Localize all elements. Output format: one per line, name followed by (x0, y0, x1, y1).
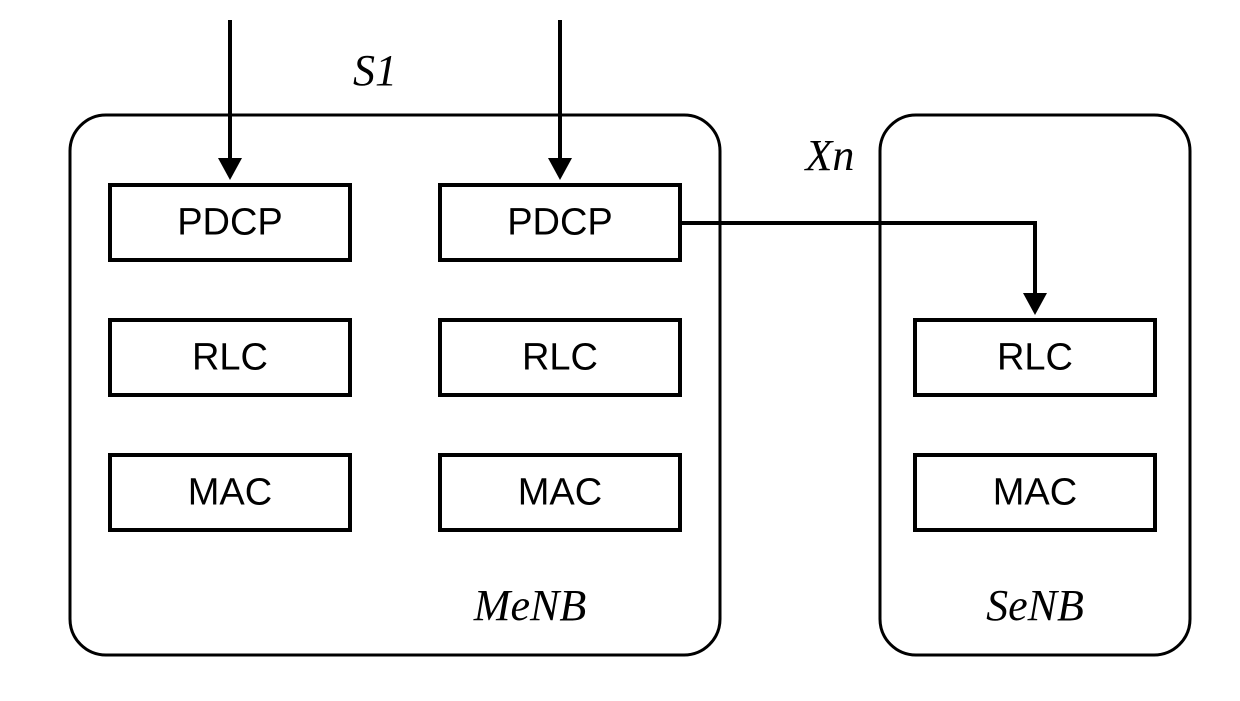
s1-arrow-right (548, 20, 572, 180)
pdcp-label: PDCP (507, 202, 613, 244)
menb-col2: PDCP RLC MAC (440, 185, 680, 530)
xn-arrow (680, 223, 1047, 315)
mac-label: MAC (993, 472, 1077, 514)
mac-label: MAC (518, 472, 602, 514)
menb-container (70, 115, 720, 655)
s1-arrow-left (218, 20, 242, 180)
rlc-label: RLC (522, 337, 598, 379)
mac-label: MAC (188, 472, 272, 514)
senb-col: RLC MAC (915, 320, 1155, 530)
protocol-stack-diagram: PDCP RLC MAC PDCP RLC MAC RLC MAC S1 Xn … (0, 0, 1240, 701)
menb-col1: PDCP RLC MAC (110, 185, 350, 530)
senb-label: SeNB (986, 581, 1084, 630)
rlc-label: RLC (997, 337, 1073, 379)
s1-label: S1 (353, 46, 397, 95)
xn-label: Xn (804, 131, 855, 180)
senb-container (880, 115, 1190, 655)
pdcp-label: PDCP (177, 202, 283, 244)
menb-label: MeNB (473, 581, 586, 630)
rlc-label: RLC (192, 337, 268, 379)
